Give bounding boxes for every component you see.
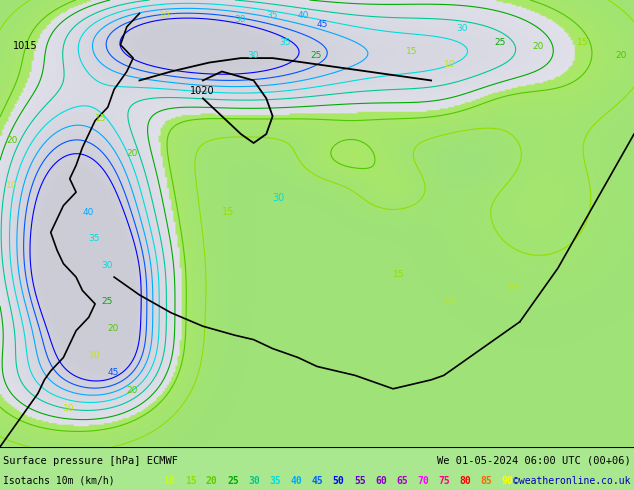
Text: 10: 10 xyxy=(63,404,75,413)
Text: 80: 80 xyxy=(460,475,471,486)
Text: 50: 50 xyxy=(333,475,344,486)
Text: 30: 30 xyxy=(273,193,285,203)
Text: Surface pressure [hPa] ECMWF: Surface pressure [hPa] ECMWF xyxy=(3,456,178,466)
Text: 1020: 1020 xyxy=(190,86,215,96)
Text: 60: 60 xyxy=(375,475,387,486)
Text: 25: 25 xyxy=(311,51,322,60)
Text: 25: 25 xyxy=(101,297,113,306)
Text: 90: 90 xyxy=(502,475,514,486)
Text: 10: 10 xyxy=(6,181,18,190)
Text: 75: 75 xyxy=(439,475,450,486)
Text: 10: 10 xyxy=(444,297,455,306)
Text: 65: 65 xyxy=(396,475,408,486)
Text: 30: 30 xyxy=(247,51,259,60)
Text: 15: 15 xyxy=(222,206,235,217)
Text: 25: 25 xyxy=(495,38,506,47)
Text: 70: 70 xyxy=(417,475,429,486)
Text: 20: 20 xyxy=(615,51,626,60)
Text: 25: 25 xyxy=(227,475,239,486)
Text: 30: 30 xyxy=(101,261,113,270)
Text: 30: 30 xyxy=(235,15,246,24)
Text: 35: 35 xyxy=(279,38,290,47)
Text: 20: 20 xyxy=(533,42,544,51)
Text: 45: 45 xyxy=(317,20,328,29)
Text: 55: 55 xyxy=(354,475,366,486)
Text: 35: 35 xyxy=(89,234,100,244)
Text: 20: 20 xyxy=(6,136,18,145)
Text: 15: 15 xyxy=(95,114,107,122)
Text: 15: 15 xyxy=(393,270,404,279)
Text: 30: 30 xyxy=(456,24,468,33)
Text: 20: 20 xyxy=(127,149,138,158)
Text: 45: 45 xyxy=(311,475,323,486)
Text: 10: 10 xyxy=(444,60,455,69)
Text: 40: 40 xyxy=(290,475,302,486)
Text: 10: 10 xyxy=(158,11,170,20)
Text: We 01-05-2024 06:00 UTC (00+06): We 01-05-2024 06:00 UTC (00+06) xyxy=(437,456,631,466)
Text: 20: 20 xyxy=(127,386,138,395)
Text: 40: 40 xyxy=(82,207,94,217)
Text: Isotachs 10m (km/h): Isotachs 10m (km/h) xyxy=(3,475,115,486)
Text: 15: 15 xyxy=(184,475,197,486)
Text: 15: 15 xyxy=(406,47,417,56)
Text: 35: 35 xyxy=(266,11,278,20)
Text: 40: 40 xyxy=(298,11,309,20)
Text: 85: 85 xyxy=(481,475,493,486)
Text: 15: 15 xyxy=(577,38,588,47)
Text: 10: 10 xyxy=(89,350,100,360)
Text: 20: 20 xyxy=(108,324,119,333)
Text: ©weatheronline.co.uk: ©weatheronline.co.uk xyxy=(514,475,631,486)
Text: 35: 35 xyxy=(269,475,281,486)
Text: 1015: 1015 xyxy=(13,41,37,51)
Text: 10: 10 xyxy=(164,475,176,486)
Text: 45: 45 xyxy=(108,368,119,377)
Text: 30: 30 xyxy=(248,475,260,486)
Text: 10: 10 xyxy=(507,284,519,293)
Text: 20: 20 xyxy=(206,475,217,486)
